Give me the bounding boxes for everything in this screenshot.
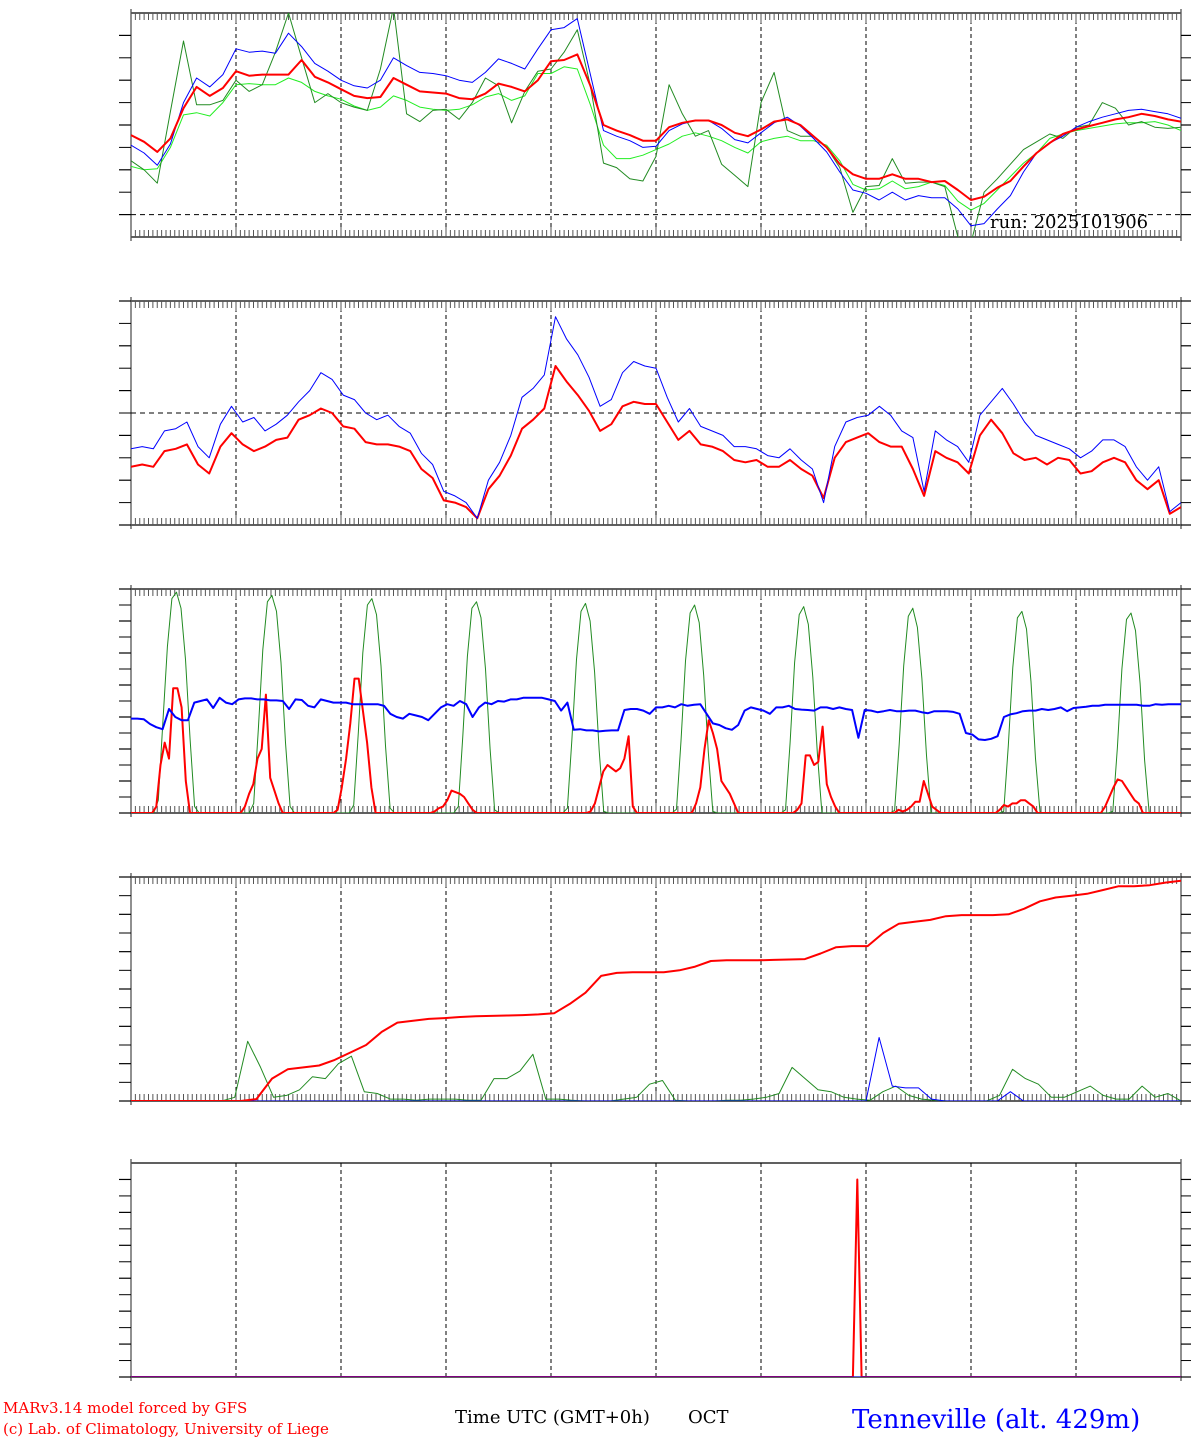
series-line-dewpoint-temp xyxy=(131,66,1181,211)
panel-4 xyxy=(119,873,1191,1105)
panel-5 xyxy=(119,1159,1191,1381)
x-axis-month: OCT xyxy=(688,1407,729,1428)
series-line-snow-precip-mm-h xyxy=(131,1037,1181,1101)
series-line-humidex xyxy=(131,18,1181,227)
series-line-temperature xyxy=(131,53,1181,201)
footer-model-credit: MARv3.14 model forced by GFS xyxy=(3,1399,247,1417)
footer-copyright: (c) Lab. of Climatology, University of L… xyxy=(3,1420,329,1438)
series-line-snow-height-cm xyxy=(131,1178,1181,1377)
panel-2 xyxy=(119,297,1191,529)
series-line-infrared xyxy=(131,696,1181,741)
panel-3 xyxy=(119,585,1191,817)
run-label: run: 2025101906 xyxy=(990,212,1148,233)
station-title: Tenneville (alt. 429m) xyxy=(852,1405,1140,1435)
x-axis-title: Time UTC (GMT+0h) xyxy=(455,1407,650,1428)
series-line-wind-speed xyxy=(131,365,1181,520)
series-line-liquid-precip-mm-h xyxy=(131,1040,1181,1101)
series-line-top-of-atmosphere-solar xyxy=(131,591,1181,813)
series-line-wind-gust xyxy=(131,316,1181,519)
series-line-vigne-temp xyxy=(131,13,1181,237)
series-line-solar xyxy=(131,677,1181,813)
panel-1 xyxy=(119,9,1191,241)
series-line-total-cumulated-cm xyxy=(131,879,1181,1101)
